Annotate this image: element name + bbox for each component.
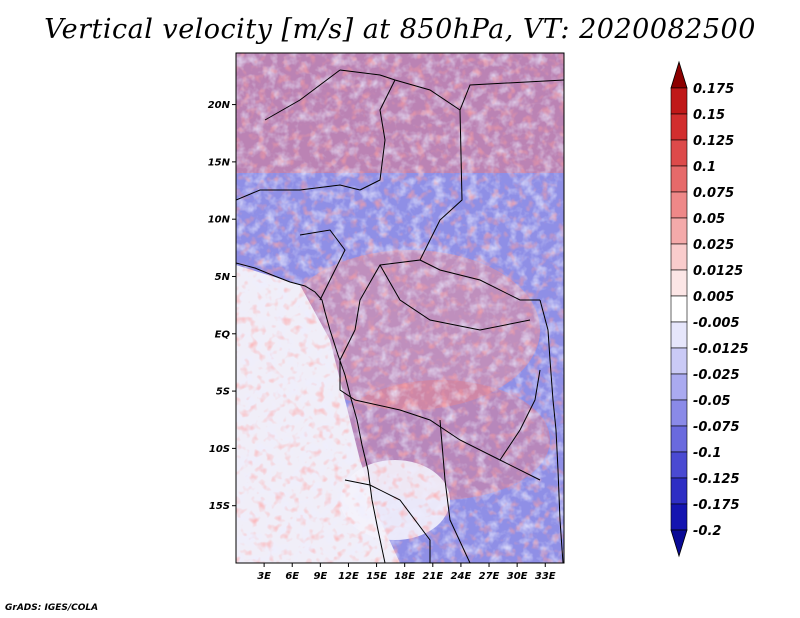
colorbar-box-14 <box>670 451 688 479</box>
colorbar-box-13 <box>670 425 688 453</box>
lon-tick-label-6: 21E <box>422 571 443 582</box>
colorbar-label-14: -0.1 <box>693 446 721 461</box>
coastlines-borders <box>236 69 564 563</box>
lat-tick-label-5: 5S <box>216 387 230 398</box>
lat-tick-label-2: 10N <box>208 215 231 226</box>
lon-tick-label-2: 9E <box>313 571 327 582</box>
lat-tick-label-6: 10S <box>209 444 230 455</box>
lon-tick-label-10: 33E <box>535 571 556 582</box>
lat-tick-label-4: EQ <box>215 329 231 340</box>
colorbar-box-7 <box>670 269 688 297</box>
colorbar-top-arrow <box>670 60 688 89</box>
colorbar-label-11: -0.025 <box>693 368 740 383</box>
chart-title: Vertical velocity [m/s] at 850hPa, VT: 2… <box>44 14 756 45</box>
colorbar-label-1: 0.15 <box>693 108 725 123</box>
colorbar-label-8: 0.005 <box>693 290 734 305</box>
lat-tick-label-3: 5N <box>215 272 231 283</box>
colorbar-box-15 <box>670 477 688 505</box>
lon-tick-label-3: 12E <box>338 571 359 582</box>
colorbar-label-4: 0.075 <box>693 186 734 201</box>
colorbar: 0.175 0.15 0.125 0.1 0.075 0.05 0.025 0.0125 0.0… <box>670 60 749 558</box>
grads-credit: GrADS: IGES/COLA <box>5 603 99 613</box>
colorbar-label-5: 0.05 <box>693 212 725 227</box>
colorbar-box-11 <box>670 373 688 401</box>
map-frame <box>235 52 565 564</box>
colorbar-label-2: 0.125 <box>693 134 734 149</box>
coastline-east <box>539 299 564 563</box>
colorbar-box-8 <box>670 295 688 323</box>
colorbar-box-1 <box>670 113 688 141</box>
lat-tick-label-1: 15N <box>208 157 231 168</box>
lon-tick-label-7: 24E <box>451 571 472 582</box>
lon-tick-label-1: 6E <box>285 571 299 582</box>
colorbar-label-9: -0.005 <box>693 316 740 331</box>
lon-tick-label-5: 18E <box>394 571 415 582</box>
lon-tick-label-4: 15E <box>366 571 387 582</box>
colorbar-box-10 <box>670 347 688 375</box>
colorbar-box-9 <box>670 321 688 349</box>
colorbar-label-15: -0.125 <box>693 472 740 487</box>
longitude-axis: 3E 6E 9E 12E 15E 18E 21E 24E 27E 30E 33E <box>257 563 556 582</box>
lon-tick-label-0: 3E <box>257 571 271 582</box>
colorbar-box-6 <box>670 243 688 271</box>
lon-tick-label-8: 27E <box>479 571 500 582</box>
colorbar-label-10: -0.0125 <box>693 342 749 357</box>
colorbar-label-17: -0.2 <box>693 524 721 539</box>
coastline-west <box>236 262 386 563</box>
colorbar-label-12: -0.05 <box>693 394 730 409</box>
lat-tick-label-7: 15S <box>209 501 230 512</box>
colorbar-label-3: 0.1 <box>693 160 716 175</box>
colorbar-box-4 <box>670 191 688 219</box>
colorbar-box-3 <box>670 165 688 193</box>
colorbar-box-16 <box>670 503 688 531</box>
colorbar-box-12 <box>670 399 688 427</box>
colorbar-box-2 <box>670 139 688 167</box>
colorbar-label-0: 0.175 <box>693 82 734 97</box>
colorbar-label-13: -0.075 <box>693 420 740 435</box>
colorbar-label-6: 0.025 <box>693 238 734 253</box>
lon-tick-label-9: 30E <box>507 571 528 582</box>
colorbar-box-0 <box>670 87 688 115</box>
colorbar-box-5 <box>670 217 688 245</box>
velocity-field <box>236 53 564 563</box>
colorbar-bottom-arrow <box>670 529 688 558</box>
lat-tick-label-0: 20N <box>208 100 231 111</box>
colorbar-label-16: -0.175 <box>693 498 740 513</box>
colorbar-label-7: 0.0125 <box>693 264 743 279</box>
latitude-axis: 20N 15N 10N 5N EQ 5S 10S 15S <box>208 100 236 512</box>
